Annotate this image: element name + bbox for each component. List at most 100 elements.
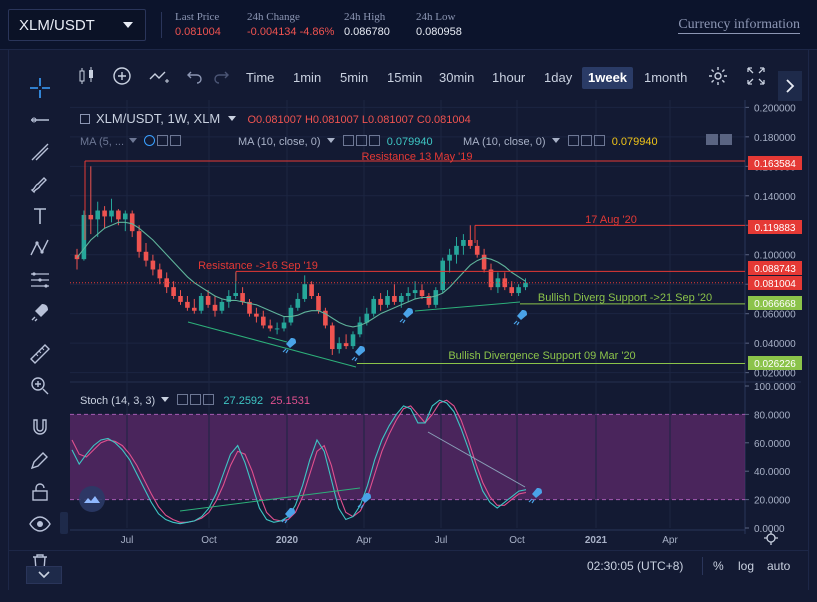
price-tick-label: 0.040000 <box>754 339 796 350</box>
close-icon[interactable] <box>203 394 215 405</box>
text-icon[interactable] <box>28 204 52 228</box>
redo-icon[interactable] <box>210 65 232 87</box>
price-label-bg <box>748 276 802 290</box>
time-tick-label: Jul <box>121 535 134 546</box>
magnet-icon[interactable] <box>28 416 52 440</box>
close-icon[interactable] <box>368 135 380 146</box>
timeframe-1day[interactable]: 1day <box>544 70 573 85</box>
axis-settings-icon <box>764 531 778 545</box>
candle-body <box>323 310 328 326</box>
pencil-lock-icon[interactable] <box>28 448 52 472</box>
candle-body <box>378 298 383 305</box>
add-indicator-icon[interactable] <box>111 65 133 87</box>
scroll-down-button[interactable] <box>26 566 62 584</box>
market-info-bar: XLM/USDT Last Price 0.081004 24h Change … <box>0 0 817 50</box>
stoch-d-value: 25.1531 <box>270 395 310 407</box>
divergence-trend-line <box>187 321 357 368</box>
stoch-tick-label: 80.0000 <box>754 410 791 421</box>
candle <box>123 210 128 232</box>
chevron-down-icon[interactable] <box>161 397 170 402</box>
chevron-down-icon[interactable] <box>551 138 560 143</box>
candle-body <box>171 287 176 296</box>
ma3-legend: MA (10, close, 0) 0.079940 <box>463 135 658 148</box>
candle <box>336 337 342 354</box>
timeframe-30min[interactable]: 30min <box>439 70 475 85</box>
price-label-text: 0.026226 <box>754 359 796 370</box>
percent-scale-button[interactable]: % <box>713 559 724 573</box>
eye-icon[interactable] <box>28 512 52 536</box>
zoom-in-icon[interactable] <box>28 374 52 398</box>
rocket-icon[interactable] <box>28 300 52 324</box>
settings-icon[interactable] <box>157 135 169 146</box>
candle-body <box>185 301 190 308</box>
visibility-icon[interactable] <box>177 394 189 405</box>
rocket-marker-icon <box>513 310 527 326</box>
pair-select[interactable]: XLM/USDT <box>8 9 146 41</box>
timeframe-1month[interactable]: 1month <box>644 70 688 85</box>
stat-value: 0.081004 <box>175 26 221 38</box>
candle <box>150 254 156 276</box>
candle-body <box>219 301 225 311</box>
price-label-text: 0.081004 <box>754 279 796 290</box>
price-label-text: 0.088743 <box>754 264 796 275</box>
visibility-icon[interactable] <box>144 135 156 146</box>
horizontal-line-icon[interactable] <box>28 108 52 132</box>
time-tick-label: Oct <box>509 535 525 546</box>
lock-icon[interactable] <box>28 480 52 504</box>
annotation-resistance-sep: Resistance ->16 Sep '19 <box>198 260 318 272</box>
indicators-icon[interactable] <box>148 65 170 87</box>
rocket-marker-icon <box>399 308 413 324</box>
candle <box>433 287 439 308</box>
ruler-icon[interactable] <box>28 342 52 366</box>
price-label-bg <box>748 220 802 234</box>
timeframe-5min[interactable]: 5min <box>340 70 369 85</box>
candle-body <box>295 298 301 308</box>
fullscreen-icon[interactable] <box>745 65 767 87</box>
undo-icon[interactable] <box>184 65 206 87</box>
panel-expand-button[interactable] <box>778 71 802 101</box>
close-icon[interactable] <box>170 135 182 146</box>
chevron-down-icon[interactable] <box>326 138 335 143</box>
timeframe-15min[interactable]: 15min <box>387 70 423 85</box>
chevron-right-icon <box>786 79 795 93</box>
stat-24h-high: 24h High 0.086780 <box>344 11 390 38</box>
crosshair-icon[interactable] <box>28 76 52 100</box>
timeframe-1hour[interactable]: 1hour <box>492 70 526 85</box>
visibility-icon[interactable] <box>342 135 354 146</box>
brush-icon[interactable] <box>28 172 52 196</box>
price-label-bg <box>748 156 802 170</box>
timeframe-time[interactable]: Time <box>246 70 275 85</box>
visibility-icon[interactable] <box>567 135 579 146</box>
pattern-icon[interactable] <box>28 236 52 260</box>
toolbar-collapse-handle[interactable] <box>60 512 68 534</box>
currency-info-link[interactable]: Currency information <box>678 17 800 34</box>
candle-body <box>302 284 307 299</box>
candle-body <box>426 296 432 305</box>
auto-scale-button[interactable]: auto <box>767 559 791 573</box>
chevron-down-icon[interactable] <box>227 116 236 121</box>
pane-maximize-icon[interactable] <box>720 134 732 145</box>
candle-body <box>474 245 480 255</box>
trend-line-icon[interactable] <box>28 140 52 164</box>
candle-body <box>274 328 280 330</box>
timeframe-1min[interactable]: 1min <box>293 70 322 85</box>
gear-icon[interactable] <box>707 65 729 87</box>
fibonacci-icon[interactable] <box>28 268 52 292</box>
settings-icon[interactable] <box>190 394 202 405</box>
candle <box>343 334 349 350</box>
price-tick-label: 0.060000 <box>754 310 796 321</box>
candle-body <box>212 304 218 311</box>
log-scale-button[interactable]: log <box>738 559 755 573</box>
timeframe-1week[interactable]: 1week <box>582 67 634 89</box>
settings-icon[interactable] <box>355 135 367 146</box>
chevron-down-icon[interactable] <box>129 138 138 143</box>
price-label-box: 0.163584 <box>748 156 802 170</box>
candlestick-type-icon[interactable] <box>76 65 98 87</box>
collapse-icon[interactable] <box>80 114 90 124</box>
pane-collapse-icon[interactable] <box>706 134 718 145</box>
close-icon[interactable] <box>593 135 605 146</box>
candle <box>350 331 356 350</box>
candle-body <box>516 287 521 294</box>
settings-icon[interactable] <box>580 135 592 146</box>
